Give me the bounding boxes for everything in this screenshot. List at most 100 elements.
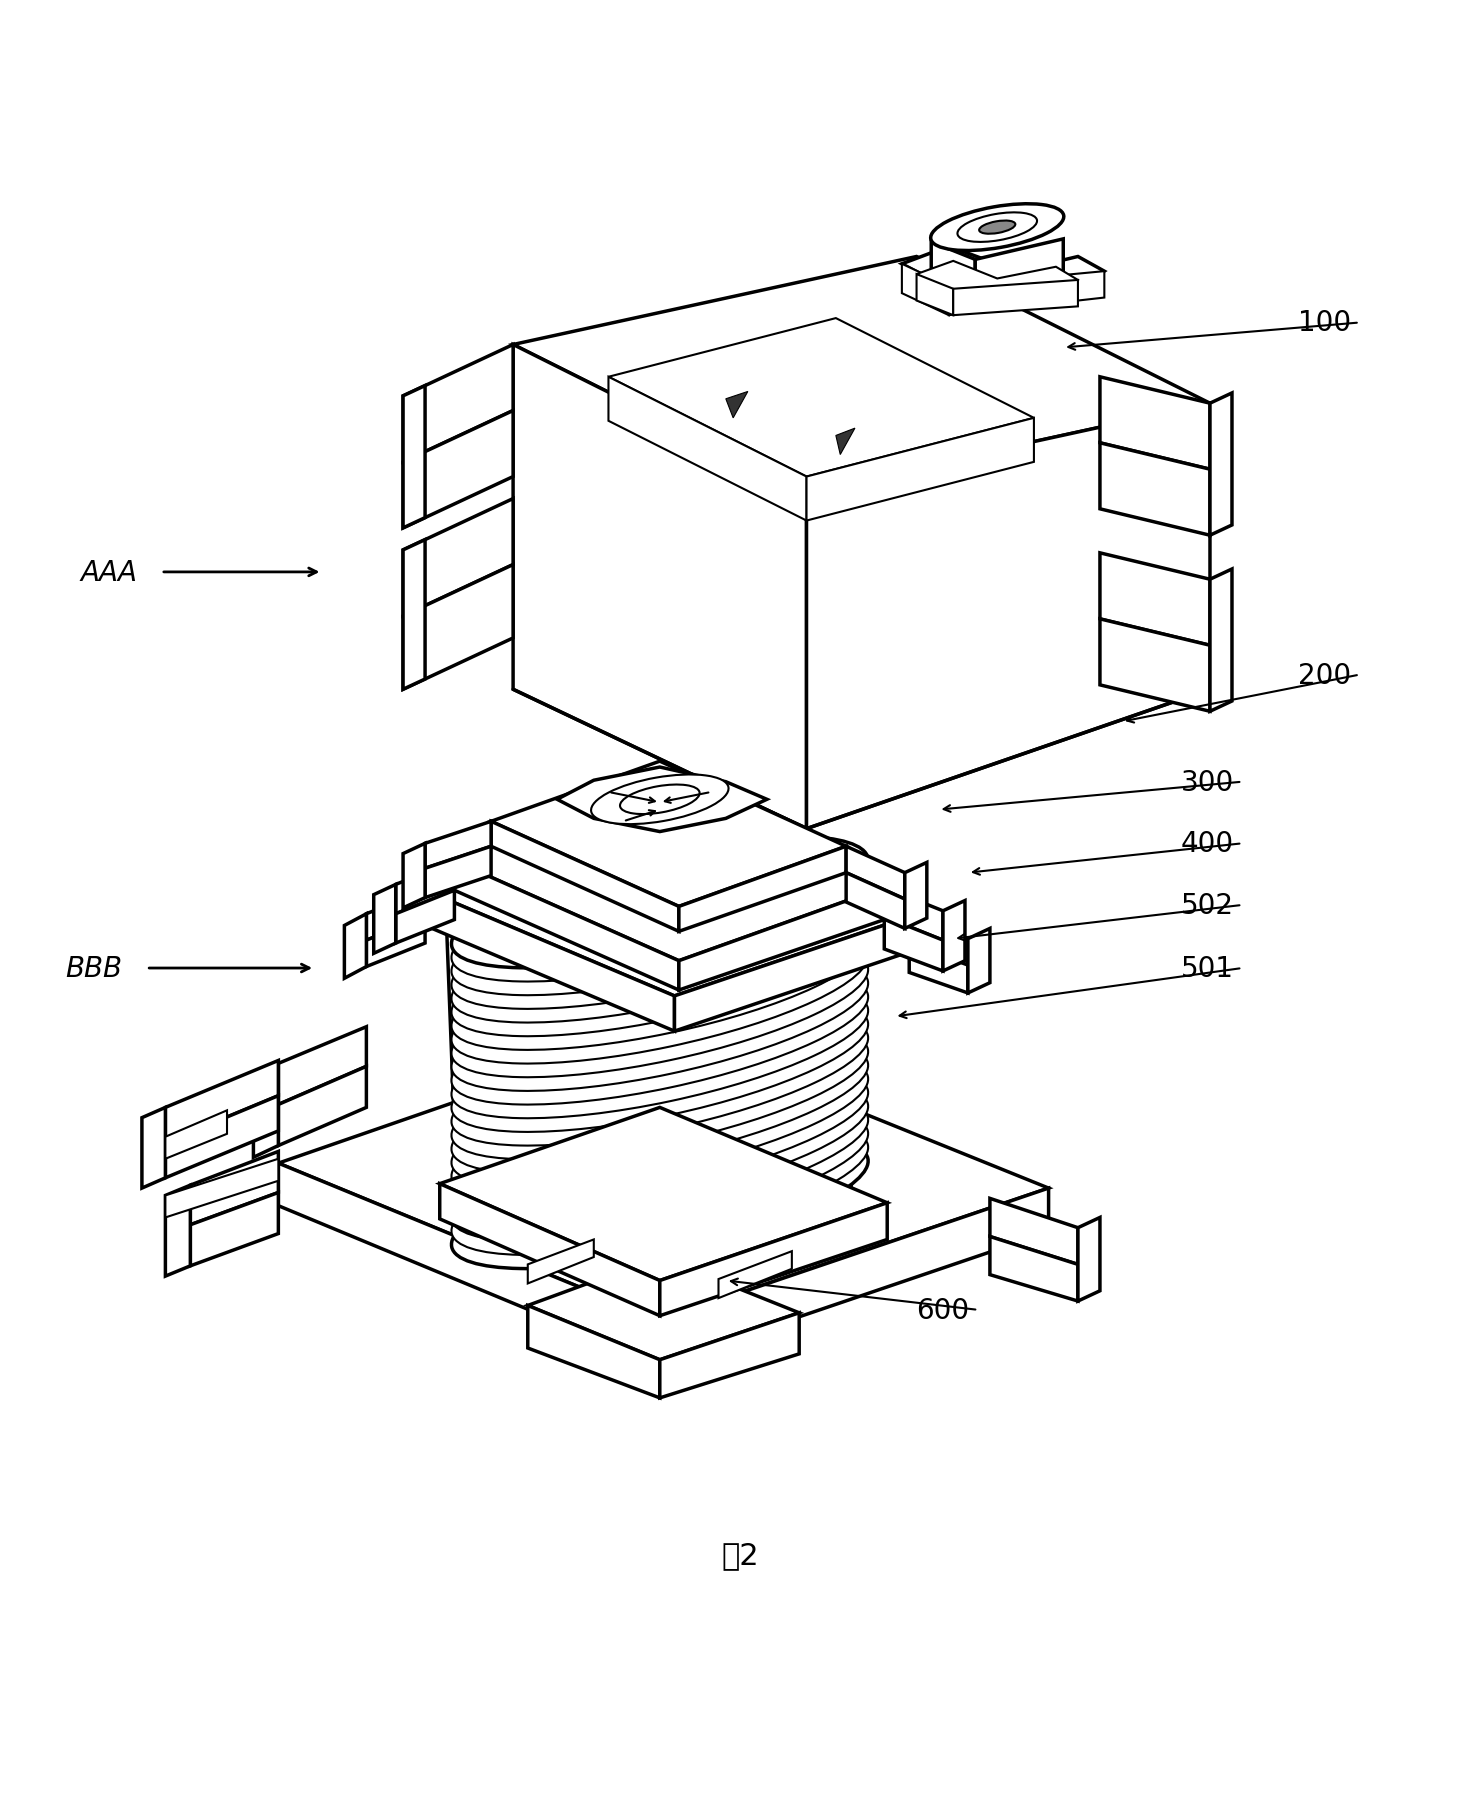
Polygon shape bbox=[373, 884, 395, 953]
Polygon shape bbox=[1210, 393, 1232, 536]
Ellipse shape bbox=[452, 973, 868, 1105]
Polygon shape bbox=[1100, 377, 1210, 469]
Polygon shape bbox=[989, 1199, 1078, 1265]
Polygon shape bbox=[943, 901, 966, 971]
Polygon shape bbox=[846, 847, 905, 899]
Polygon shape bbox=[403, 565, 512, 690]
Text: 300: 300 bbox=[1180, 769, 1234, 796]
Polygon shape bbox=[278, 1027, 366, 1105]
Polygon shape bbox=[425, 812, 909, 996]
Ellipse shape bbox=[452, 1069, 868, 1200]
Polygon shape bbox=[455, 861, 678, 991]
Ellipse shape bbox=[452, 877, 868, 1009]
Polygon shape bbox=[403, 500, 512, 617]
Polygon shape bbox=[609, 319, 1034, 477]
Polygon shape bbox=[366, 892, 425, 940]
Polygon shape bbox=[909, 944, 969, 993]
Ellipse shape bbox=[452, 1137, 868, 1269]
Polygon shape bbox=[191, 1152, 278, 1226]
Polygon shape bbox=[678, 847, 846, 931]
Polygon shape bbox=[718, 1251, 792, 1298]
Text: 400: 400 bbox=[1180, 830, 1234, 857]
Polygon shape bbox=[909, 917, 969, 966]
Ellipse shape bbox=[452, 1123, 868, 1254]
Text: AAA: AAA bbox=[80, 558, 138, 587]
Polygon shape bbox=[1100, 444, 1210, 536]
Polygon shape bbox=[678, 888, 884, 991]
Polygon shape bbox=[166, 1159, 278, 1218]
Text: BBB: BBB bbox=[65, 955, 123, 982]
Polygon shape bbox=[440, 1108, 887, 1282]
Text: 600: 600 bbox=[917, 1296, 970, 1325]
Polygon shape bbox=[166, 1061, 278, 1143]
Polygon shape bbox=[278, 1067, 366, 1146]
Text: 502: 502 bbox=[1180, 892, 1234, 919]
Polygon shape bbox=[949, 273, 1105, 316]
Polygon shape bbox=[917, 262, 1078, 310]
Polygon shape bbox=[527, 1240, 594, 1283]
Polygon shape bbox=[974, 240, 1063, 309]
Polygon shape bbox=[905, 863, 927, 930]
Ellipse shape bbox=[452, 987, 868, 1119]
Polygon shape bbox=[1210, 570, 1232, 711]
Ellipse shape bbox=[591, 774, 729, 825]
Polygon shape bbox=[1100, 619, 1210, 711]
Polygon shape bbox=[932, 242, 974, 309]
Text: 图2: 图2 bbox=[721, 1540, 760, 1570]
Polygon shape bbox=[846, 874, 905, 930]
Ellipse shape bbox=[452, 933, 868, 1063]
Polygon shape bbox=[166, 1186, 191, 1276]
Polygon shape bbox=[278, 1164, 661, 1365]
Text: 501: 501 bbox=[1180, 955, 1234, 982]
Polygon shape bbox=[455, 789, 884, 960]
Ellipse shape bbox=[452, 1000, 868, 1132]
Polygon shape bbox=[917, 274, 954, 316]
Polygon shape bbox=[609, 377, 807, 522]
Polygon shape bbox=[557, 852, 616, 888]
Polygon shape bbox=[425, 821, 492, 868]
Polygon shape bbox=[166, 1110, 227, 1159]
Polygon shape bbox=[902, 265, 949, 316]
Text: 200: 200 bbox=[1297, 661, 1351, 690]
Polygon shape bbox=[425, 847, 492, 899]
Polygon shape bbox=[527, 1305, 661, 1399]
Polygon shape bbox=[954, 282, 1078, 316]
Polygon shape bbox=[646, 870, 703, 906]
Polygon shape bbox=[403, 845, 425, 908]
Polygon shape bbox=[807, 419, 1034, 522]
Polygon shape bbox=[902, 247, 1105, 305]
Ellipse shape bbox=[452, 960, 868, 1092]
Polygon shape bbox=[512, 345, 807, 828]
Ellipse shape bbox=[452, 919, 868, 1051]
Polygon shape bbox=[492, 762, 846, 906]
Polygon shape bbox=[425, 892, 674, 1031]
Ellipse shape bbox=[930, 204, 1063, 251]
Ellipse shape bbox=[452, 1083, 868, 1215]
Polygon shape bbox=[527, 1258, 800, 1359]
Polygon shape bbox=[403, 412, 512, 529]
Polygon shape bbox=[492, 821, 678, 931]
Polygon shape bbox=[395, 892, 455, 944]
Ellipse shape bbox=[452, 892, 868, 1023]
Polygon shape bbox=[440, 1184, 661, 1316]
Polygon shape bbox=[674, 917, 909, 1031]
Ellipse shape bbox=[452, 1096, 868, 1227]
Ellipse shape bbox=[452, 865, 868, 996]
Polygon shape bbox=[191, 1193, 278, 1265]
Ellipse shape bbox=[452, 850, 868, 982]
Polygon shape bbox=[807, 404, 1210, 828]
Polygon shape bbox=[403, 345, 512, 462]
Polygon shape bbox=[969, 930, 989, 993]
Polygon shape bbox=[142, 1108, 166, 1188]
Polygon shape bbox=[884, 888, 943, 940]
Polygon shape bbox=[661, 1312, 800, 1399]
Polygon shape bbox=[366, 917, 425, 967]
Text: 100: 100 bbox=[1297, 309, 1351, 338]
Polygon shape bbox=[253, 1063, 278, 1157]
Ellipse shape bbox=[452, 946, 868, 1078]
Ellipse shape bbox=[452, 838, 868, 967]
Ellipse shape bbox=[452, 1041, 868, 1173]
Polygon shape bbox=[345, 913, 366, 978]
Polygon shape bbox=[403, 540, 425, 690]
Polygon shape bbox=[661, 1188, 1049, 1365]
